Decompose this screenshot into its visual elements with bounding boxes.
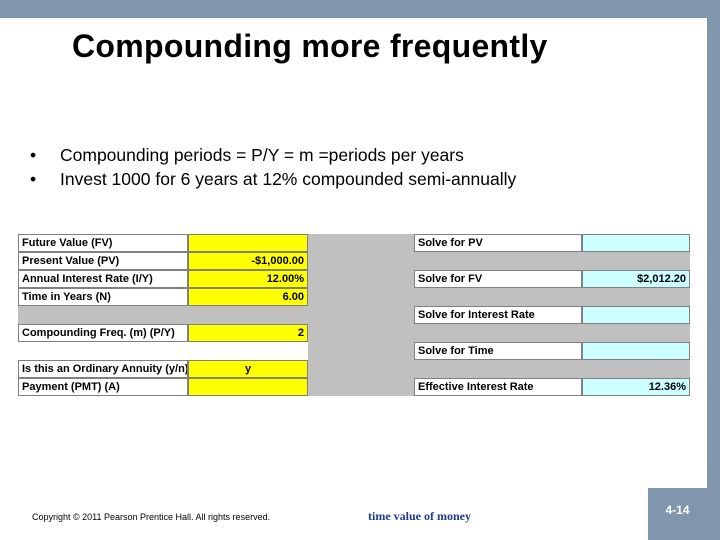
footer-copyright: Copyright © 2011 Pearson Prentice Hall. … — [32, 512, 271, 522]
input-value-fv[interactable] — [188, 234, 308, 252]
right-accent-bar — [707, 0, 720, 540]
output-label-pv: Solve for PV — [414, 234, 582, 252]
bullet-item: • Invest 1000 for 6 years at 12% compound… — [30, 167, 516, 191]
spacer — [18, 342, 308, 360]
input-label-pmt: Payment (PMT) (A) — [18, 378, 188, 396]
bullet-item: • Compounding periods = P/Y = m =periods … — [30, 143, 516, 167]
output-value-effective: 12.36% — [582, 378, 690, 396]
input-value-pmt[interactable] — [188, 378, 308, 396]
input-label-fv: Future Value (FV) — [18, 234, 188, 252]
input-value-freq[interactable]: 2 — [188, 324, 308, 342]
bullet-list: • Compounding periods = P/Y = m =periods … — [30, 143, 516, 191]
bullet-icon: • — [30, 145, 37, 165]
output-label-time: Solve for Time — [414, 342, 582, 360]
bullet-icon: • — [30, 169, 37, 189]
output-value-rate — [582, 306, 690, 324]
bullet-text: Compounding periods = P/Y = m =periods p… — [60, 145, 464, 165]
input-label-annuity: Is this an Ordinary Annuity (y/n) — [18, 360, 188, 378]
output-label-rate: Solve for Interest Rate — [414, 306, 582, 324]
input-value-rate[interactable]: 12.00% — [188, 270, 308, 288]
input-label-time: Time in Years (N) — [18, 288, 188, 306]
input-label-freq: Compounding Freq. (m) (P/Y) — [18, 324, 188, 342]
spreadsheet: Future Value (FV) Present Value (PV) -$1… — [18, 234, 690, 396]
slide-title: Compounding more frequently — [72, 28, 548, 64]
page-number-box: 4-14 — [648, 488, 707, 540]
input-label-pv: Present Value (PV) — [18, 252, 188, 270]
page-number: 4-14 — [665, 503, 690, 517]
top-accent-bar — [0, 0, 720, 18]
output-value-time — [582, 342, 690, 360]
output-value-fv: $2,012.20 — [582, 270, 690, 288]
input-value-annuity[interactable]: y — [188, 360, 308, 378]
input-label-rate: Annual Interest Rate (I/Y) — [18, 270, 188, 288]
bullet-text: Invest 1000 for 6 years at 12% compounde… — [60, 169, 517, 189]
output-label-effective: Effective Interest Rate — [414, 378, 582, 396]
input-value-pv[interactable]: -$1,000.00 — [188, 252, 308, 270]
output-label-fv: Solve for FV — [414, 270, 582, 288]
input-value-time[interactable]: 6.00 — [188, 288, 308, 306]
footer-topic: time value of money — [368, 509, 471, 523]
output-value-pv — [582, 234, 690, 252]
